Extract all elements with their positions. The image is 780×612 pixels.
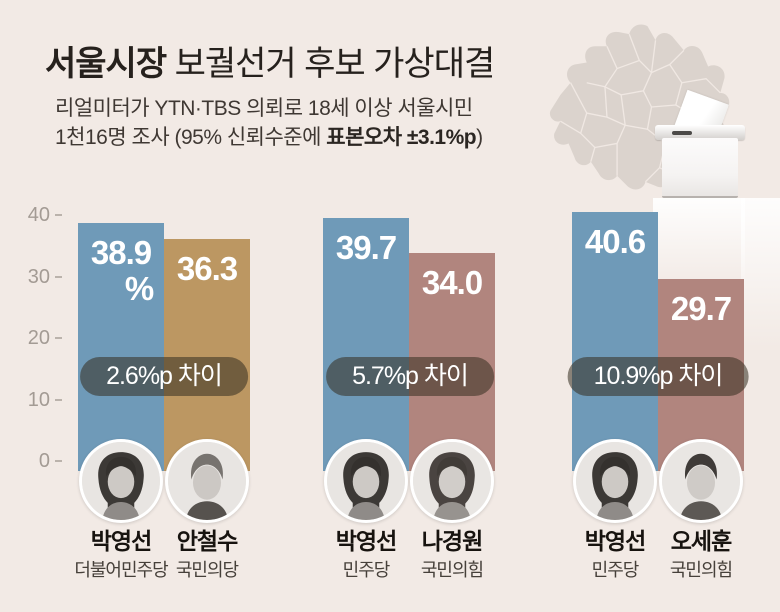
title-rest: 보궐선거 후보 가상대결 [166, 45, 496, 83]
y-axis-tick-10: 10 [0, 389, 62, 411]
bar-ahn-cheolsoo: 36.3 [164, 239, 250, 471]
diff-badge-1: 2.6%p 차이 [80, 357, 248, 396]
bar-value-label: 29.7 [670, 290, 732, 327]
candidate-photo-oh [659, 439, 743, 523]
tick-dash [55, 276, 62, 278]
survey-description-line2: 1천16명 조사 (95% 신뢰수준에 표본오차 ±3.1%p) [55, 126, 483, 149]
candidate-photo-park-3 [573, 439, 657, 523]
bar-park-youngsun-3: 40.6 [572, 212, 658, 471]
candidate-name: 안철수 [176, 528, 238, 554]
ballot-box-reflection [741, 198, 780, 348]
tick-dash [55, 460, 62, 462]
bar-park-youngsun-2: 39.7 [323, 218, 409, 471]
ballot-slot [672, 131, 692, 135]
percent-sign: % [124, 269, 154, 307]
party-label: 국민의힘 [669, 560, 733, 580]
title-emphasis: 서울시장 [45, 45, 167, 83]
y-axis-tick-20: 20 [0, 327, 62, 349]
y-axis-tick-30: 30 [0, 266, 62, 288]
bar-value-label: 34.0 [421, 264, 483, 301]
candidate-photo-park-2 [324, 439, 408, 523]
matchup-group-2: 39.7 34.0 [323, 190, 495, 471]
ballot-box-lid [655, 125, 745, 140]
party-label: 국민의힘 [420, 560, 484, 580]
bar-value-label: 40.6 [584, 223, 646, 260]
y-axis-tick-40: 40 [0, 204, 62, 226]
bar-value-label: 36.3 [176, 250, 238, 287]
ballot-box-front [662, 138, 738, 198]
ballot-box-icon [653, 89, 780, 348]
tick-dash [55, 337, 62, 339]
party-label: 민주당 [342, 560, 391, 580]
party-label: 민주당 [591, 560, 640, 580]
tick-dash [55, 214, 62, 216]
candidate-photo-ahn [165, 439, 249, 523]
matchup-group-1: 38.9% 36.3 [78, 190, 250, 471]
candidate-photo-park-1 [79, 439, 163, 523]
candidate-name: 박영선 [90, 528, 152, 554]
bar-park-youngsun-1: 38.9% [78, 223, 164, 471]
diff-badge-2: 5.7%p 차이 [326, 357, 494, 396]
party-label: 더불어민주당 [74, 560, 168, 580]
ballot-box-shadow [653, 198, 745, 288]
party-label: 국민의당 [175, 560, 239, 580]
matchup-group-3: 40.6 29.7 [572, 190, 744, 471]
candidate-name: 오세훈 [670, 528, 732, 554]
page-title: 서울시장 보궐선거 후보 가상대결 [45, 36, 496, 85]
margin-of-error: 표본오차 ±3.1%p [326, 126, 477, 149]
candidate-name: 나경원 [421, 528, 483, 554]
y-axis-tick-0: 0 [0, 450, 62, 472]
candidate-name: 박영선 [335, 528, 397, 554]
survey-description: 리얼미터가 YTN·TBS 의뢰로 18세 이상 서울시민 1천16명 조사 (… [55, 94, 483, 152]
bar-value-label: 39.7 [335, 229, 397, 266]
survey-description-line1: 리얼미터가 YTN·TBS 의뢰로 18세 이상 서울시민 [55, 97, 473, 120]
candidate-photo-na [410, 439, 494, 523]
candidate-name: 박영선 [584, 528, 646, 554]
bar-value-label: 38.9% [78, 223, 164, 306]
tick-dash [55, 399, 62, 401]
diff-badge-3: 10.9%p 차이 [567, 357, 749, 396]
